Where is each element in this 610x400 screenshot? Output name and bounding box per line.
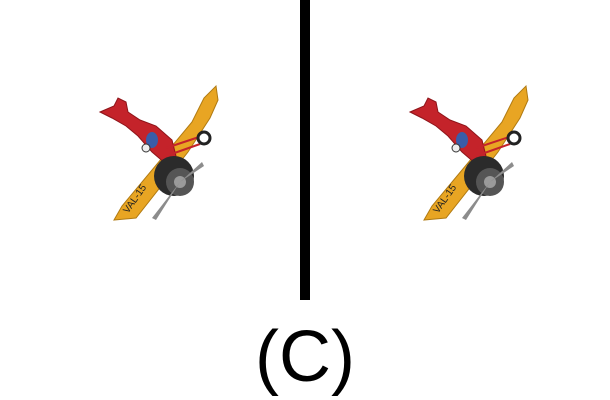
center-divider xyxy=(300,0,310,300)
left-image-panel: VAL-15 xyxy=(0,0,300,300)
right-image-panel: VAL-15 xyxy=(310,0,610,300)
toy-airplane-icon: VAL-15 xyxy=(408,84,529,221)
toy-airplane-icon: VAL-15 xyxy=(98,84,219,221)
option-label: (C) xyxy=(255,317,355,397)
